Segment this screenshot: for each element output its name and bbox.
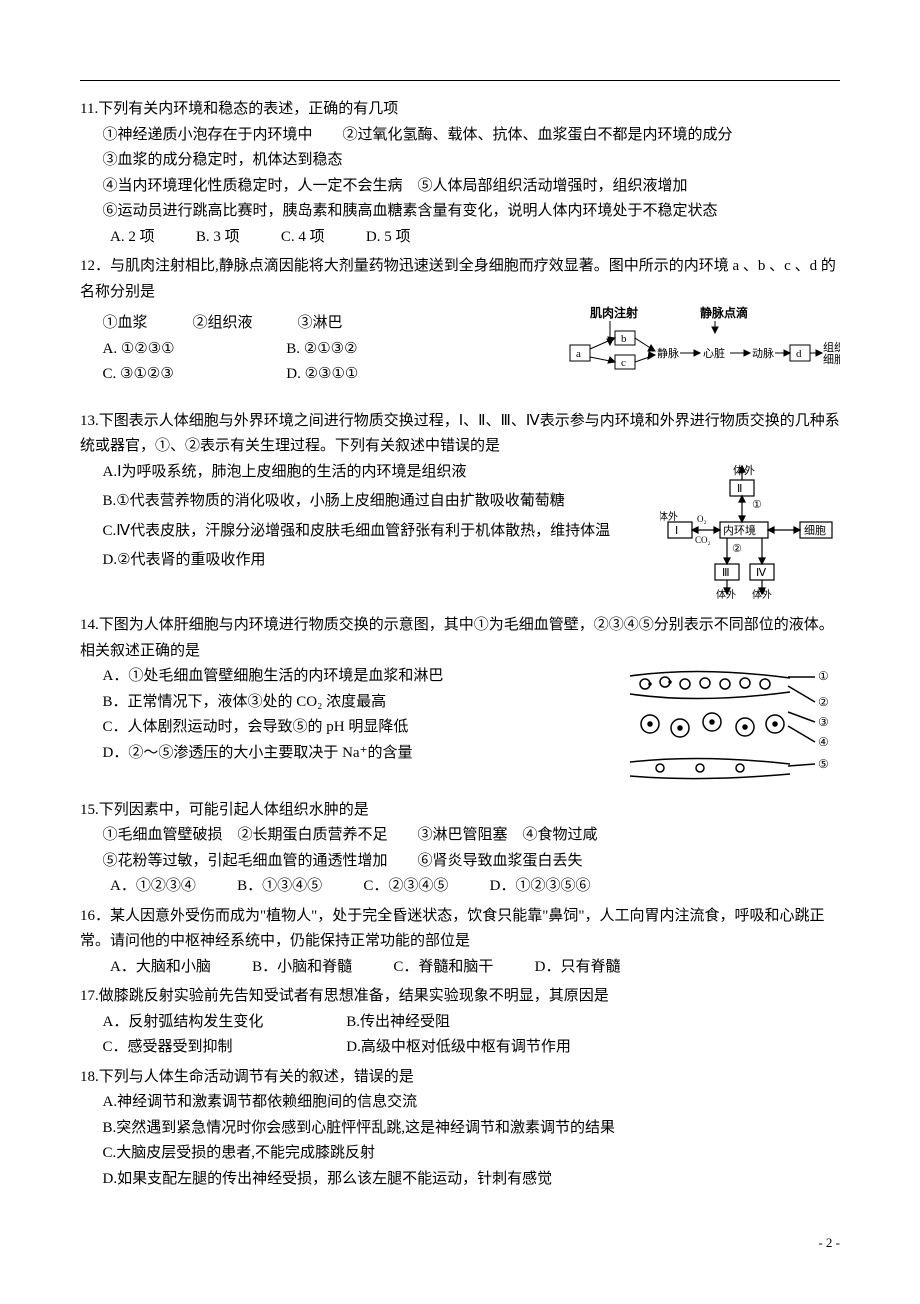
q15-line1: ①毛细血管壁破损 ②长期蛋白质营养不足 ③淋巴管阻塞 ④食物过咸 — [80, 823, 840, 849]
q15-line2: ⑤花粉等过敏，引起毛细血管的通透性增加 ⑥肾炎导致血浆蛋白丢失 — [80, 849, 840, 875]
fig13-box-II: Ⅱ — [737, 483, 742, 495]
q14-opt-d: D．②～⑤渗透压的大小主要取决于 Na⁺的含量 — [103, 741, 611, 767]
q13-opt-b: B.①代表营养物质的消化吸收，小肠上皮细胞通过自由扩散吸收葡萄糖 — [103, 489, 651, 515]
fig13-cell: 细胞 — [804, 524, 826, 537]
question-14: 14.下图为人体肝细胞与内环境进行物质交换的示意图，其中①为毛细血管壁，②③④⑤… — [80, 613, 840, 794]
fig13-out-bl: 体外 — [716, 589, 736, 600]
q12-opt-b: B. ②①③② — [286, 337, 466, 363]
q13-opt-c: C.Ⅳ代表皮肤，汗腺分泌增强和皮肤毛细血管舒张有利于机体散热，维持体温 — [103, 519, 651, 545]
q11-sub2: ③血浆的成分稳定时，机体达到稳态 — [80, 148, 840, 174]
q18-opt-a: A.神经调节和激素调节都依赖细胞间的信息交流 — [80, 1090, 840, 1116]
q12-opt-d: D. ②③①① — [286, 362, 466, 388]
q16-opt-a: A．大脑和小脑 — [110, 955, 211, 981]
q16-opt-c: C．脊髓和脑干 — [393, 955, 493, 981]
fig12-heart: 心脏 — [703, 347, 725, 360]
q18-opt-d: D.如果支配左腿的传出神经受损，那么该左腿不能运动，针刺有感觉 — [80, 1167, 840, 1193]
q11-stem: 11.下列有关内环境和稳态的表述，正确的有几项 — [80, 97, 840, 123]
q18-opt-c: C.大脑皮层受损的患者,不能完成膝跳反射 — [80, 1141, 840, 1167]
q17-opt-b: B.传出神经受阻 — [346, 1014, 450, 1030]
fig13-inner: 内环境 — [723, 523, 756, 537]
q17-opt-d: D.高级中枢对低级中枢有调节作用 — [346, 1039, 571, 1055]
fig13-box-III: Ⅲ — [722, 567, 730, 579]
q15-opt-c: C．②③④⑤ — [363, 874, 448, 900]
q14-opt-b: B．正常情况下，液体③处的 CO₂ 浓度最高 — [103, 690, 611, 716]
fig12-artery: 动脉 — [752, 346, 774, 360]
fig12-box-d: d — [796, 348, 802, 360]
fig13-o2: O₂ — [697, 514, 707, 524]
q12-opt-a: A. ①②③① — [103, 337, 283, 363]
question-13: 13.下图表示人体细胞与外界环境之间进行物质交换过程，Ⅰ、Ⅱ、Ⅲ、Ⅳ表示参与内环… — [80, 409, 840, 610]
q17-options: A．反射弧结构发生变化 B.传出神经受阻 C．感受器受到抑制 D.高级中枢对低级… — [80, 1010, 840, 1061]
fig12-label-muscle: 肌肉注射 — [589, 305, 638, 320]
q16-options: A．大脑和小脑 B．小脑和脊髓 C．脊髓和脑干 D．只有脊髓 — [80, 955, 840, 981]
q15-opt-b: B．①③④⑤ — [237, 874, 322, 900]
q11-sub1: ①神经递质小泡存在于内环境中 ②过氧化氢酶、载体、抗体、血浆蛋白不都是内环境的成… — [80, 123, 840, 149]
q13-stem: 13.下图表示人体细胞与外界环境之间进行物质交换过程，Ⅰ、Ⅱ、Ⅲ、Ⅳ表示参与内环… — [80, 409, 840, 460]
q11-options: A. 2 项 B. 3 项 C. 4 项 D. 5 项 — [80, 225, 840, 251]
q16-opt-b: B．小脑和脊髓 — [252, 955, 352, 981]
q13-figure: 体外 Ⅱ ① 体外 Ⅰ O₂ CO₂ 内环境 细胞 Ⅲ Ⅳ ② 体外 体外 — [660, 460, 840, 610]
fig14-l1: ① — [818, 669, 829, 683]
question-15: 15.下列因素中，可能引起人体组织水肿的是 ①毛细血管壁破损 ②长期蛋白质营养不… — [80, 798, 840, 900]
fig12-box-a: a — [576, 348, 581, 360]
q11-sub4: ⑥运动员进行跳高比赛时，胰岛素和胰高血糖素含量有变化，说明人体内环境处于不稳定状… — [80, 199, 840, 225]
q15-options: A．①②③④ B．①③④⑤ C．②③④⑤ D．①②③⑤⑥ — [80, 874, 840, 900]
question-12: 12．与肌肉注射相比,静脉点滴因能将大剂量药物迅速送到全身细胞而疗效显著。图中所… — [80, 254, 840, 405]
question-11: 11.下列有关内环境和稳态的表述，正确的有几项 ①神经递质小泡存在于内环境中 ②… — [80, 97, 840, 250]
q11-opt-b: B. 3 项 — [196, 225, 240, 251]
fig13-out-left: 体外 — [660, 511, 678, 523]
q18-stem: 18.下列与人体生命活动调节有关的叙述，错误的是 — [80, 1065, 840, 1091]
fig13-circ1: ① — [752, 499, 762, 511]
fig12-box-c: c — [621, 357, 626, 369]
question-17: 17.做膝跳反射实验前先告知受试者有思想准备，结果实验现象不明显，其原因是 A．… — [80, 984, 840, 1061]
q12-line1: ①血浆 ②组织液 ③淋巴 — [80, 311, 550, 337]
q15-opt-a: A．①②③④ — [110, 874, 196, 900]
q11-opt-c: C. 4 项 — [281, 225, 325, 251]
fig13-box-I: Ⅰ — [675, 525, 678, 537]
q17-stem: 17.做膝跳反射实验前先告知受试者有思想准备，结果实验现象不明显，其原因是 — [80, 984, 840, 1010]
q14-stem: 14.下图为人体肝细胞与内环境进行物质交换的示意图，其中①为毛细血管壁，②③④⑤… — [80, 613, 840, 664]
fig14-l4: ④ — [818, 735, 829, 749]
q13-opt-a: A.Ⅰ为呼吸系统，肺泡上皮细胞的生活的内环境是组织液 — [103, 460, 651, 486]
fig13-co2: CO₂ — [695, 535, 711, 545]
fig13-circ2: ② — [732, 543, 742, 555]
q18-opt-b: B.突然遇到紧急情况时你会感到心脏怦怦乱跳,这是神经调节和激素调节的结果 — [80, 1116, 840, 1142]
fig12-label-iv: 静脉点滴 — [700, 305, 748, 320]
q13-opt-d: D.②代表肾的重吸收作用 — [103, 548, 651, 574]
q16-stem: 16．某人因意外受伤而成为"植物人"，处于完全昏迷状态，饮食只能靠"鼻饲"，人工… — [80, 904, 840, 955]
q12-stem: 12．与肌肉注射相比,静脉点滴因能将大剂量药物迅速送到全身细胞而疗效显著。图中所… — [80, 254, 840, 305]
page-top-rule — [80, 80, 840, 81]
fig13-box-IV: Ⅳ — [756, 567, 767, 579]
fig12-vein: 静脉 — [657, 346, 679, 360]
fig13-out-top: 体外 — [733, 463, 755, 477]
question-18: 18.下列与人体生命活动调节有关的叙述，错误的是 A.神经调节和激素调节都依赖细… — [80, 1065, 840, 1193]
fig14-l2: ② — [818, 695, 829, 709]
q12-figure: 肌肉注射 静脉点滴 — [560, 305, 840, 405]
q11-opt-d: D. 5 项 — [366, 225, 411, 251]
question-16: 16．某人因意外受伤而成为"植物人"，处于完全昏迷状态，饮食只能靠"鼻饲"，人工… — [80, 904, 840, 981]
fig13-out-br: 体外 — [752, 589, 772, 600]
fig12-tissue2: 细胞 — [823, 353, 840, 366]
q15-stem: 15.下列因素中，可能引起人体组织水肿的是 — [80, 798, 840, 824]
q16-opt-d: D．只有脊髓 — [535, 955, 621, 981]
fig12-box-b: b — [621, 333, 627, 345]
q14-opt-c: C．人体剧烈运动时，会导致⑤的 pH 明显降低 — [103, 715, 611, 741]
q15-opt-d: D．①②③⑤⑥ — [490, 874, 591, 900]
fig14-l3: ③ — [818, 715, 829, 729]
q17-opt-a: A．反射弧结构发生变化 — [103, 1010, 343, 1036]
q11-opt-a: A. 2 项 — [110, 225, 155, 251]
q12-options: A. ①②③① B. ②①③② C. ③①②③ D. ②③①① — [80, 337, 550, 388]
fig12-tissue1: 组织 — [823, 340, 840, 354]
q14-figure: ① ② ③ ④ ⑤ — [620, 664, 840, 794]
fig14-l5: ⑤ — [818, 757, 829, 771]
q17-opt-c: C．感受器受到抑制 — [103, 1035, 343, 1061]
q12-opt-c: C. ③①②③ — [103, 362, 283, 388]
q14-opt-a: A．①处毛细血管壁细胞生活的内环境是血浆和淋巴 — [103, 664, 611, 690]
page-number: - 2 - — [80, 1232, 840, 1254]
q11-sub3: ④当内环境理化性质稳定时，人一定不会生病 ⑤人体局部组织活动增强时，组织液增加 — [80, 174, 840, 200]
